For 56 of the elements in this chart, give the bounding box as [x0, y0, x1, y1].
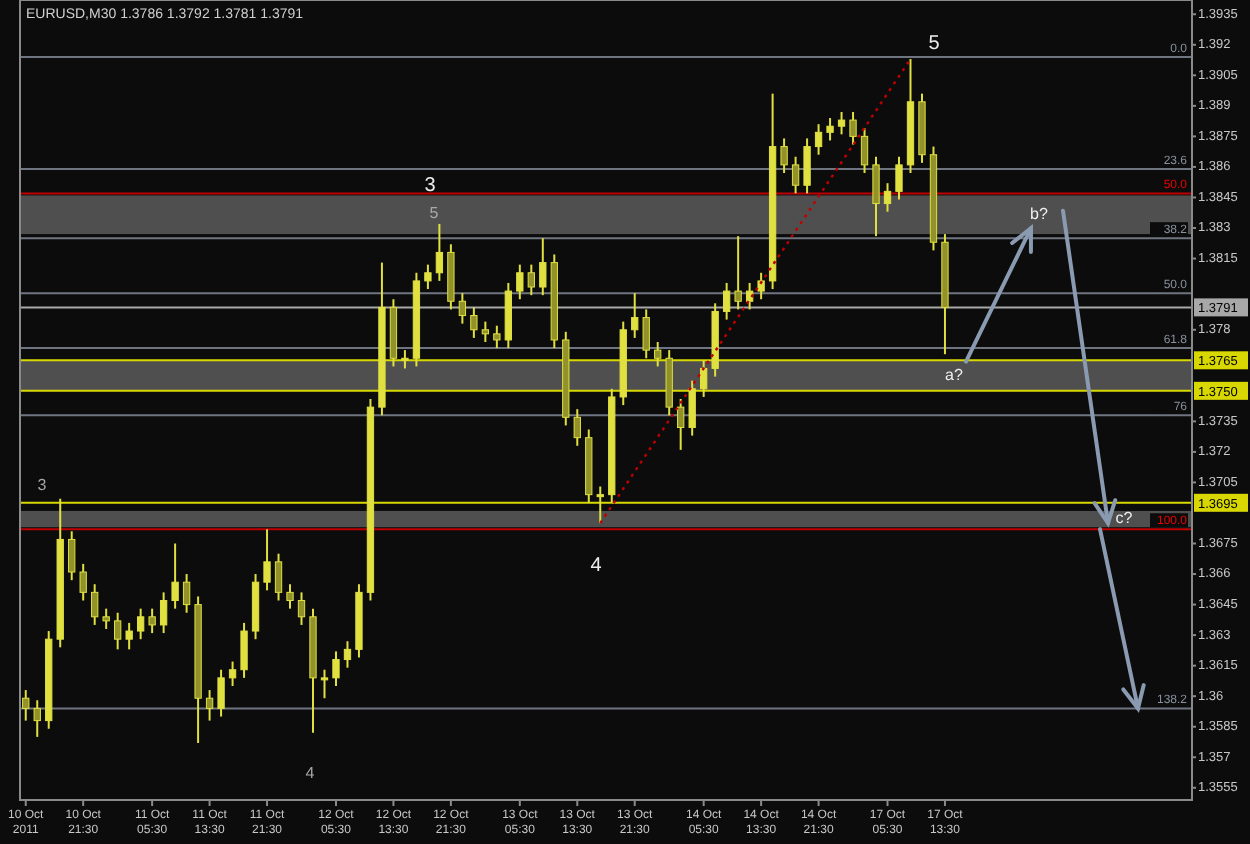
- candlestick: [263, 528, 271, 592]
- candlestick: [297, 591, 306, 626]
- annotation: 4: [590, 555, 603, 578]
- candlestick: [745, 281, 754, 311]
- candlestick: [814, 123, 823, 156]
- candlestick: [516, 263, 524, 301]
- candlestick: [102, 607, 110, 631]
- candlestick: [791, 155, 800, 195]
- candlestick: [803, 137, 811, 195]
- candlestick: [343, 640, 352, 669]
- candlestick: [182, 573, 191, 614]
- candlestick: [424, 263, 432, 291]
- candlestick: [883, 182, 892, 213]
- candlestick: [493, 324, 501, 350]
- candlestick: [136, 607, 145, 641]
- candlestick: [274, 552, 283, 602]
- candlestick: [148, 607, 156, 635]
- candlestick: [757, 271, 765, 301]
- candlestick: [837, 110, 846, 136]
- band-label: c?: [1115, 509, 1134, 528]
- candlestick: [734, 235, 742, 311]
- candlestick: [286, 583, 294, 610]
- annotation: 3: [424, 175, 437, 198]
- candlestick: [171, 542, 179, 610]
- candlestick: [205, 689, 214, 722]
- candlestick: [91, 583, 99, 626]
- candlestick: [458, 292, 467, 325]
- candlestick: [872, 155, 880, 238]
- candlestick: [332, 650, 340, 688]
- candlestick: [240, 621, 248, 679]
- candlestick: [700, 359, 708, 398]
- annotation: 5: [429, 204, 440, 223]
- candlestick: [895, 155, 903, 201]
- candlestick: [527, 263, 535, 297]
- annotation: 5: [928, 33, 941, 56]
- candlestick: [217, 668, 225, 718]
- candlestick: [677, 397, 685, 451]
- band-label: a?: [945, 365, 964, 384]
- candlestick: [860, 127, 869, 175]
- candlestick: [125, 621, 133, 651]
- candlestick: [688, 379, 696, 437]
- candlestick: [481, 320, 490, 343]
- candlestick: [320, 668, 329, 700]
- candlestick: [780, 137, 788, 175]
- candlestick: [401, 349, 409, 370]
- annotation: 3: [37, 476, 48, 495]
- candlestick: [470, 306, 478, 339]
- candlestick: [722, 281, 731, 321]
- candlestick: [228, 660, 237, 688]
- band-label: b?: [1030, 204, 1049, 223]
- candlestick: [159, 591, 168, 635]
- candlestick: [114, 611, 122, 651]
- candlestick: [826, 117, 834, 142]
- candlestick: [435, 222, 444, 282]
- candlestick: [849, 110, 857, 146]
- annotation: 4: [305, 764, 316, 783]
